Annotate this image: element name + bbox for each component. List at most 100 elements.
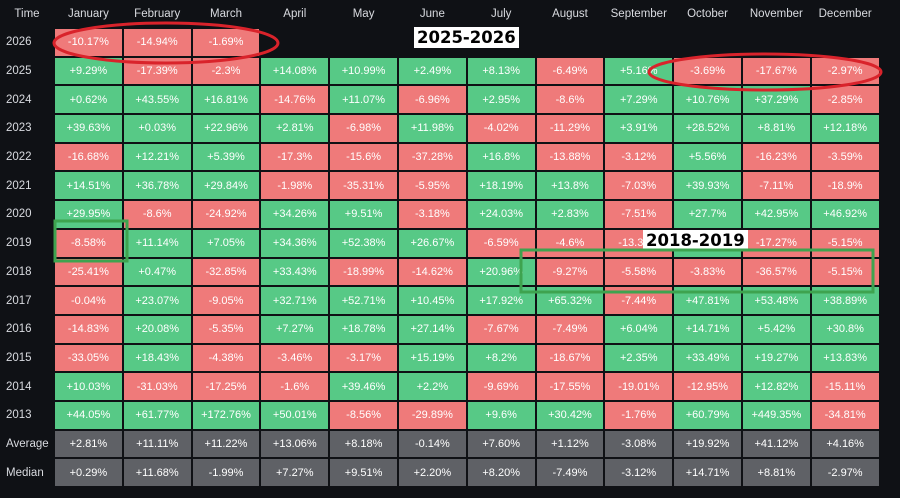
summary-cell: +1.12% [536,430,604,458]
heatmap-cell: +42.95% [742,201,810,228]
row-label-2020: 2020 [6,208,32,221]
heatmap-cell: -2.97% [811,57,879,85]
heatmap-cell: +20.96% [467,258,535,286]
heatmap-cell: +28.52% [674,115,741,142]
row-label-2021: 2021 [6,179,32,192]
heatmap-cell: -5.95% [398,172,466,200]
heatmap-cell: -1.76% [605,401,673,429]
summary-cell: +19.92% [674,430,741,458]
column-header-april: April [283,8,307,20]
heatmap-cell: +0.03% [123,115,191,142]
summary-cell: +13.06% [261,430,329,458]
heatmap-cell [743,29,810,56]
row-label-2017: 2017 [6,294,32,307]
heatmap-cell: -6.96% [398,86,466,114]
heatmap-cell: +39.46% [330,373,397,400]
row-label-2025: 2025 [6,65,32,78]
heatmap-cell: +11.98% [398,115,466,142]
heatmap-cell: -3.59% [811,143,879,171]
heatmap-cell: +33.43% [261,258,329,286]
heatmap-cell: +65.32% [536,287,604,314]
heatmap-cell: -7.51% [605,201,673,228]
heatmap-cell: +18.43% [123,344,191,372]
heatmap-cell: +20.08% [123,315,191,343]
heatmap-cell: +30.42% [536,401,604,429]
heatmap-cell: +14.71% [674,315,741,343]
heatmap-cell: +14.51% [55,172,122,200]
heatmap-cell: +23.07% [123,287,191,314]
column-header-september: September [610,8,667,20]
row-label-2019: 2019 [6,237,32,250]
heatmap-cell: -17.27% [742,229,810,257]
heatmap-cell: +13.83% [811,344,879,372]
heatmap-cell: +2.2% [398,373,466,400]
heatmap-cell: -8.56% [330,401,397,429]
heatmap-cell: -16.68% [55,143,122,171]
column-header-november: November [749,8,803,20]
heatmap-cell: +5.56% [674,143,741,171]
heatmap-cell: -8.6% [123,201,191,228]
column-header-october: October [687,8,729,20]
heatmap-cell: +52.38% [330,229,397,257]
heatmap-cell: +29.95% [55,201,122,228]
heatmap-cell [674,29,741,56]
heatmap-cell: -9.27% [536,258,604,286]
heatmap-cell: +15.19% [398,344,466,372]
row-label-2018: 2018 [6,265,32,278]
heatmap-cell: -37.28% [398,143,466,171]
heatmap-cell: +46.92% [811,201,879,228]
heatmap-cell: -6.98% [330,115,397,142]
summary-cell: -3.08% [605,430,673,458]
heatmap-cell: +8.81% [742,115,810,142]
heatmap-cell: +10.99% [330,57,397,85]
summary-cell: +9.51% [330,459,397,487]
heatmap-cell: +39.93% [674,172,741,200]
heatmap-cell: -14.94% [123,29,191,56]
summary-cell: +7.27% [261,459,329,487]
heatmap-cell: +36.78% [123,172,191,200]
heatmap-cell: -17.25% [192,373,260,400]
column-header-december: December [818,8,872,20]
heatmap-cell: -19.01% [605,373,673,400]
summary-cell: -3.12% [605,459,673,487]
heatmap-cell: -18.99% [330,258,397,286]
heatmap-cell: -17.67% [742,57,810,85]
heatmap-cell: +34.26% [261,201,329,228]
annotation-2025-2026: 2025-2026 [414,27,519,48]
heatmap-cell [605,29,672,56]
heatmap-cell: +2.35% [605,344,673,372]
heatmap-cell: +50.01% [261,401,329,429]
heatmap-cell: +47.81% [674,287,741,314]
heatmap-cell: -7.11% [742,172,810,200]
heatmap-cell: -2.3% [192,57,260,85]
heatmap-cell: +12.21% [123,143,191,171]
heatmap-cell: +53.48% [742,287,810,314]
heatmap-cell: -33.05% [55,344,122,372]
heatmap-cell: -15.6% [330,143,397,171]
row-label-2015: 2015 [6,351,32,364]
summary-cell: -7.49% [536,459,604,487]
heatmap-cell: +11.14% [123,229,191,257]
heatmap-cell: +7.27% [261,315,329,343]
heatmap-cell: -31.03% [123,373,191,400]
row-label-2023: 2023 [6,122,32,135]
heatmap-cell: -25.41% [55,258,122,286]
heatmap-cell: +33.49% [674,344,741,372]
summary-cell: +8.20% [467,459,535,487]
heatmap-cell: -13.88% [536,143,604,171]
heatmap-cell: -7.03% [605,172,673,200]
heatmap-cell: -7.67% [467,315,535,343]
row-label-2022: 2022 [6,151,32,164]
heatmap-cell: +13.8% [536,172,604,200]
heatmap-cell: -14.76% [261,86,329,114]
heatmap-cell: +0.62% [55,86,122,114]
heatmap-cell: -17.55% [536,373,604,400]
heatmap-cell: +5.39% [192,143,260,171]
heatmap-cell: +9.29% [55,57,122,85]
heatmap-cell: -16.23% [742,143,810,171]
summary-cell: -2.97% [811,459,879,487]
summary-cell: -0.14% [398,430,466,458]
heatmap-cell: -3.18% [398,201,466,228]
heatmap-cell: +38.89% [811,287,879,314]
heatmap-cell: +2.81% [261,115,329,142]
